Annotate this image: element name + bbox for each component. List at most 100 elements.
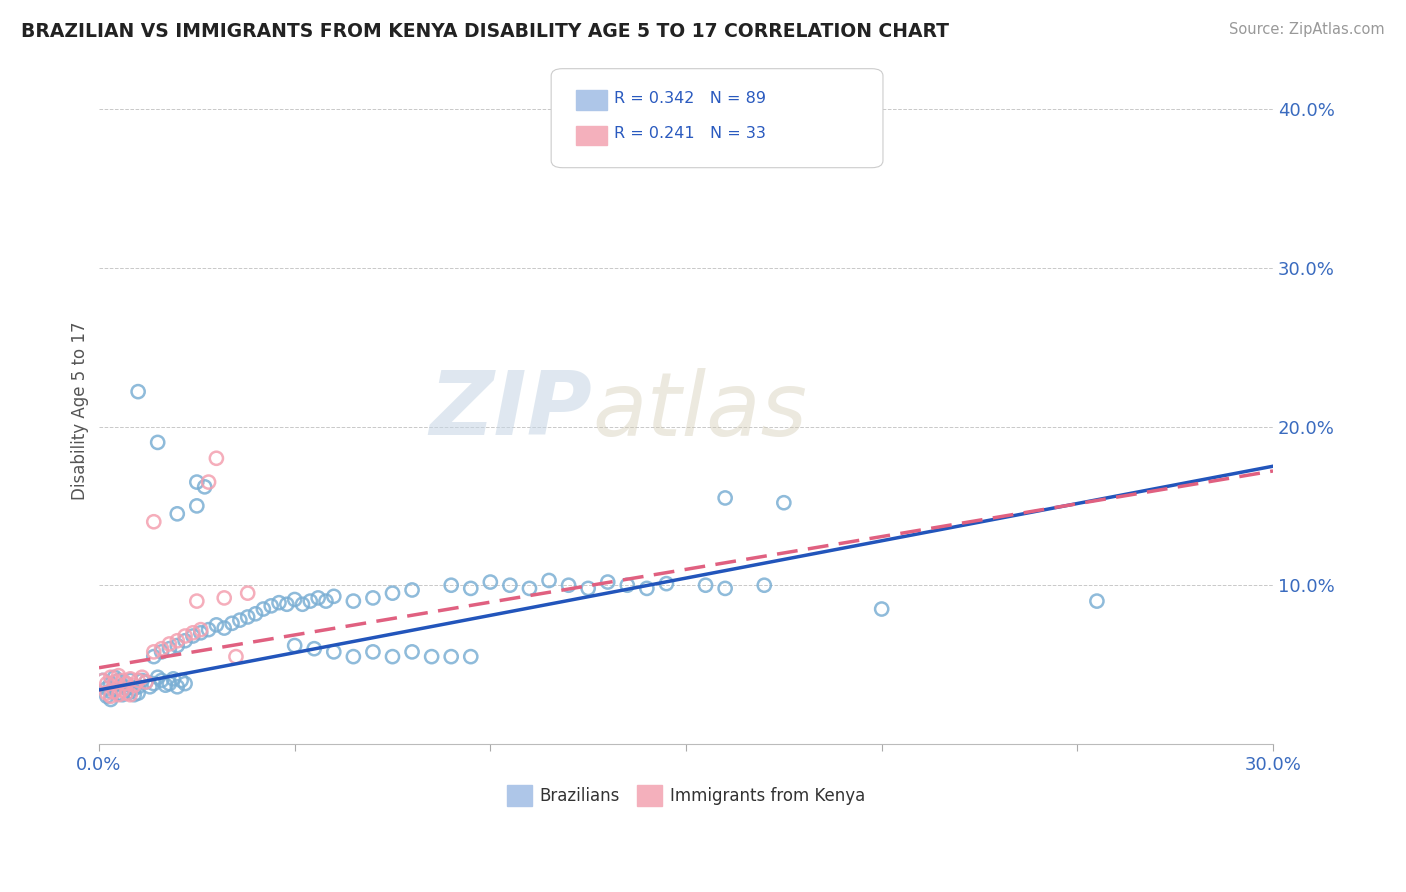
Point	[104, 682, 127, 697]
Point	[194, 480, 217, 494]
Point	[166, 639, 188, 653]
Point	[127, 673, 149, 688]
Text: R = 0.342   N = 89: R = 0.342 N = 89	[614, 91, 766, 105]
Point	[245, 607, 267, 621]
Point	[205, 451, 228, 466]
Point	[120, 672, 142, 686]
Point	[197, 623, 219, 637]
Point	[96, 686, 118, 700]
Point	[260, 599, 283, 613]
Point	[772, 496, 794, 510]
Point	[519, 582, 541, 596]
Point	[127, 384, 149, 399]
Point	[342, 594, 364, 608]
Point	[111, 682, 134, 697]
Point	[225, 649, 247, 664]
Point	[150, 641, 173, 656]
Point	[96, 676, 118, 690]
Point	[186, 594, 208, 608]
Point	[166, 633, 188, 648]
Point	[111, 673, 134, 688]
Point	[100, 670, 122, 684]
Point	[186, 499, 208, 513]
Point	[120, 684, 142, 698]
Point	[100, 676, 122, 690]
Point	[537, 574, 560, 588]
Point	[212, 591, 235, 605]
Point	[139, 680, 162, 694]
Point	[236, 586, 259, 600]
Point	[115, 681, 138, 696]
Point	[221, 616, 243, 631]
Point	[100, 692, 122, 706]
Point	[315, 594, 337, 608]
Point	[91, 673, 114, 688]
Point	[616, 578, 638, 592]
Point	[322, 645, 344, 659]
Point	[440, 578, 463, 592]
Point	[401, 582, 423, 597]
Point	[107, 673, 129, 688]
Point	[460, 582, 482, 596]
Text: Source: ZipAtlas.com: Source: ZipAtlas.com	[1229, 22, 1385, 37]
Point	[576, 582, 599, 596]
Point	[127, 680, 149, 694]
Point	[190, 625, 212, 640]
Point	[100, 690, 122, 704]
Text: BRAZILIAN VS IMMIGRANTS FROM KENYA DISABILITY AGE 5 TO 17 CORRELATION CHART: BRAZILIAN VS IMMIGRANTS FROM KENYA DISAB…	[21, 22, 949, 41]
Point	[181, 629, 204, 643]
Point	[307, 591, 329, 605]
Point	[557, 578, 579, 592]
Point	[205, 618, 228, 632]
Point	[420, 649, 443, 664]
Point	[342, 649, 364, 664]
Point	[870, 602, 893, 616]
Point	[122, 678, 145, 692]
Point	[142, 649, 165, 664]
Point	[115, 676, 138, 690]
Point	[284, 592, 307, 607]
Point	[104, 675, 127, 690]
Point	[714, 582, 737, 596]
Point	[159, 676, 181, 690]
Point	[381, 649, 404, 664]
Point	[146, 670, 169, 684]
Point	[166, 507, 188, 521]
Point	[1085, 594, 1108, 608]
Point	[155, 678, 177, 692]
Point	[96, 690, 118, 704]
Point	[714, 491, 737, 505]
Point	[440, 649, 463, 664]
Point	[159, 641, 181, 656]
Point	[302, 641, 325, 656]
Point	[252, 602, 274, 616]
Point	[636, 582, 658, 596]
Point	[131, 670, 153, 684]
Legend: Brazilians, Immigrants from Kenya: Brazilians, Immigrants from Kenya	[501, 779, 872, 813]
Point	[236, 610, 259, 624]
Point	[166, 680, 188, 694]
Point	[122, 681, 145, 696]
Y-axis label: Disability Age 5 to 17: Disability Age 5 to 17	[72, 321, 89, 500]
Point	[197, 475, 219, 489]
Point	[174, 676, 197, 690]
Point	[162, 672, 184, 686]
Point	[596, 575, 619, 590]
Point	[120, 688, 142, 702]
Point	[322, 590, 344, 604]
Point	[181, 625, 204, 640]
Point	[107, 688, 129, 702]
Point	[150, 673, 173, 688]
Point	[299, 594, 322, 608]
Point	[131, 673, 153, 688]
Point	[142, 676, 165, 690]
Point	[190, 623, 212, 637]
Point	[96, 681, 118, 696]
Point	[479, 575, 502, 590]
Point	[111, 688, 134, 702]
Point	[361, 645, 384, 659]
Point	[361, 591, 384, 605]
Point	[381, 586, 404, 600]
Point	[91, 673, 114, 688]
Point	[142, 515, 165, 529]
